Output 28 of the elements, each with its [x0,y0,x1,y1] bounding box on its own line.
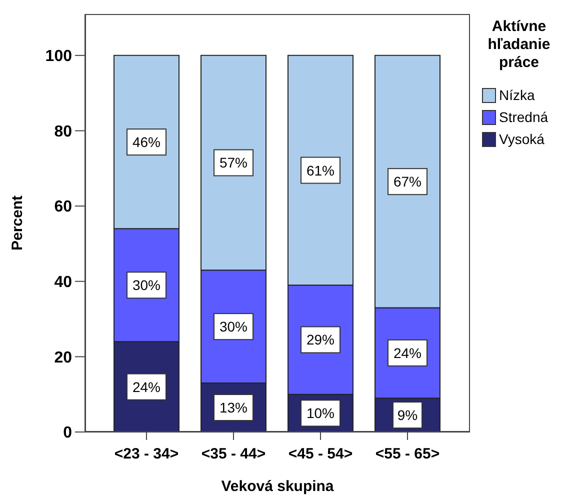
x-axis-title: Veková skupina [221,478,334,495]
data-label: 24% [393,344,422,361]
data-label: 46% [132,134,161,150]
legend-title: Aktívne hľadanie práce [486,18,552,72]
legend-label: Stredná [499,109,548,125]
data-label: 13% [219,400,248,416]
data-label: 29% [306,332,335,348]
data-label: 67% [393,174,422,190]
x-tick-label: <55 - 65> [375,446,440,463]
x-tick-label: <45 - 54> [288,446,353,463]
y-tick-label: 0 [63,424,72,442]
data-label: 57% [219,154,248,171]
legend-label: Vysoká [499,131,544,147]
data-label: 61% [306,162,335,178]
y-axis-title: Percent [9,195,26,251]
y-tick-label: 20 [54,349,72,366]
data-label: 9% [397,407,418,424]
y-tick-label: 100 [45,48,72,66]
x-tick-label: <35 - 44> [201,446,266,463]
x-tick-label: <23 - 34> [114,446,179,463]
y-tick-label: 40 [54,274,72,292]
data-label: 30% [132,277,161,294]
data-label: 24% [132,378,161,395]
data-label: 10% [306,405,335,422]
y-tick-label: 60 [54,198,72,216]
y-tick-label: 80 [54,123,72,140]
legend-label: Nízka [499,87,535,103]
data-label: 30% [219,318,248,335]
